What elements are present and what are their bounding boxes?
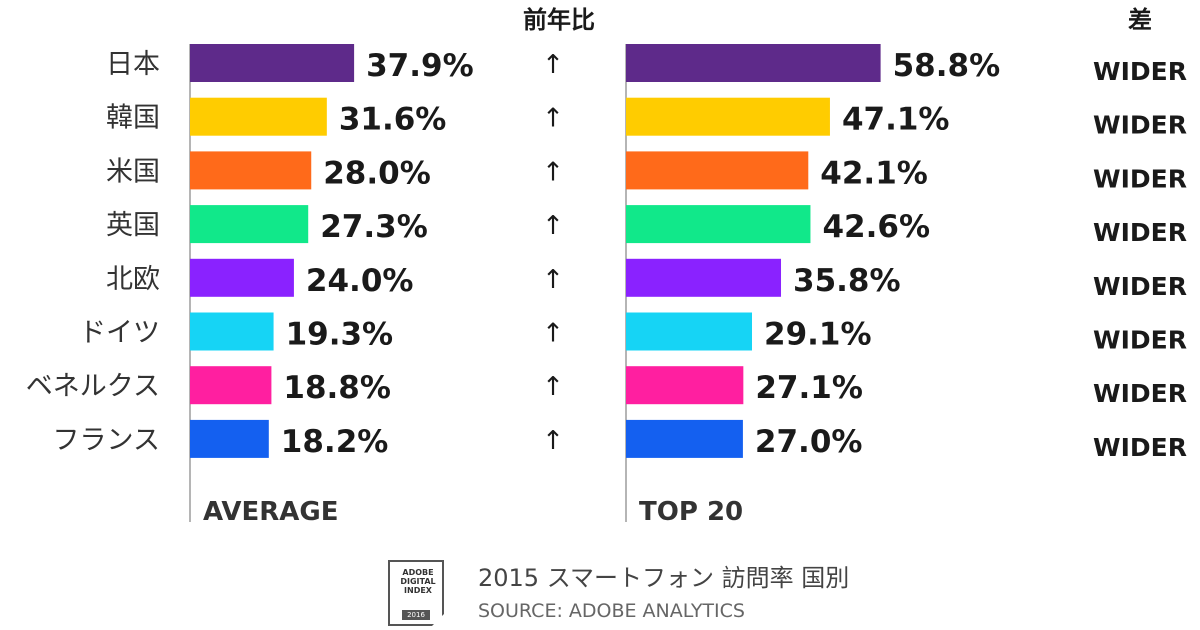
average-value-label: 19.3% [286,317,394,353]
top20-bar [626,258,782,297]
top20-value-label: 29.1% [764,317,872,353]
yoy-up-arrow-icon: ↑ [542,50,564,80]
average-bar [190,419,269,458]
yoy-up-arrow-icon: ↑ [542,426,564,456]
average-value-label: 37.9% [366,48,474,84]
top20-bar [626,419,743,458]
difference-label: WIDER [1093,164,1187,193]
average-bar [190,151,312,190]
country-label: ベネルクス [26,371,160,402]
average-value-label: 28.0% [323,155,431,191]
difference-label: WIDER [1093,433,1187,462]
average-value-label: 27.3% [320,209,428,245]
yoy-up-arrow-icon: ↑ [542,104,564,134]
top20-value-label: 27.0% [755,424,863,460]
country-label: 北欧 [106,264,160,295]
chart-source: SOURCE: ADOBE ANALYTICS [478,600,745,622]
difference-label: WIDER [1093,272,1187,301]
difference-header: 差 [1128,6,1152,34]
top20-value-label: 42.1% [820,155,928,191]
top20-bar [626,205,811,244]
difference-label: WIDER [1093,218,1187,247]
country-label: 米国 [106,156,160,187]
average-bar [190,312,274,351]
average-bar [190,44,355,82]
chart-rows: 日本 37.9% ↑ 58.8% WIDER 韓国 31.6% ↑ 47.1% WIDER 米国 28… [26,44,1187,462]
average-value-label: 18.8% [283,370,391,406]
difference-label: WIDER [1093,57,1187,86]
average-bar [190,258,294,297]
top20-bar [626,151,809,190]
top20-value-label: 35.8% [793,263,901,299]
top20-bar [626,44,881,82]
average-bar [190,97,327,136]
average-value-label: 24.0% [306,263,414,299]
country-label: 日本 [106,49,160,80]
top20-bar [626,312,753,351]
adobe-digital-index-logo: ADOBE DIGITAL INDEX 2016 [388,560,444,626]
difference-label: WIDER [1093,111,1187,140]
top20-value-label: 58.8% [893,48,1001,84]
yoy-up-arrow-icon: ↑ [542,265,564,295]
top20-value-label: 42.6% [822,209,930,245]
top20-bar [626,366,744,405]
top20-bar [626,97,830,136]
chart-title: 2015 スマートフォン 訪問率 国別 [478,564,850,592]
yoy-up-arrow-icon: ↑ [542,211,564,241]
country-label: 英国 [106,210,160,241]
yoy-up-arrow-icon: ↑ [542,157,564,187]
average-value-label: 31.6% [339,102,447,138]
average-value-label: 18.2% [281,424,389,460]
top20-series-label: TOP 20 [639,497,743,527]
average-bar [190,366,272,405]
difference-label: WIDER [1093,326,1187,355]
country-label: フランス [53,425,160,456]
yoy-up-arrow-icon: ↑ [542,372,564,402]
average-bar [190,205,309,244]
average-series-label: AVERAGE [203,497,338,527]
country-label: ドイツ [79,318,160,349]
country-bar-chart: 前年比 差 AVERAGE TOP 20 日本 37.9% ↑ 58.8% WIDER 韓… [26,6,1187,527]
logo-text: ADOBE DIGITAL INDEX [400,568,436,595]
yoy-up-arrow-icon: ↑ [542,319,564,349]
top20-value-label: 47.1% [842,102,950,138]
top20-value-label: 27.1% [755,370,863,406]
logo-year: 2016 [402,610,430,620]
difference-label: WIDER [1093,379,1187,408]
yoy-header: 前年比 [523,6,595,34]
logo-corner [432,614,444,626]
country-label: 韓国 [106,103,160,134]
